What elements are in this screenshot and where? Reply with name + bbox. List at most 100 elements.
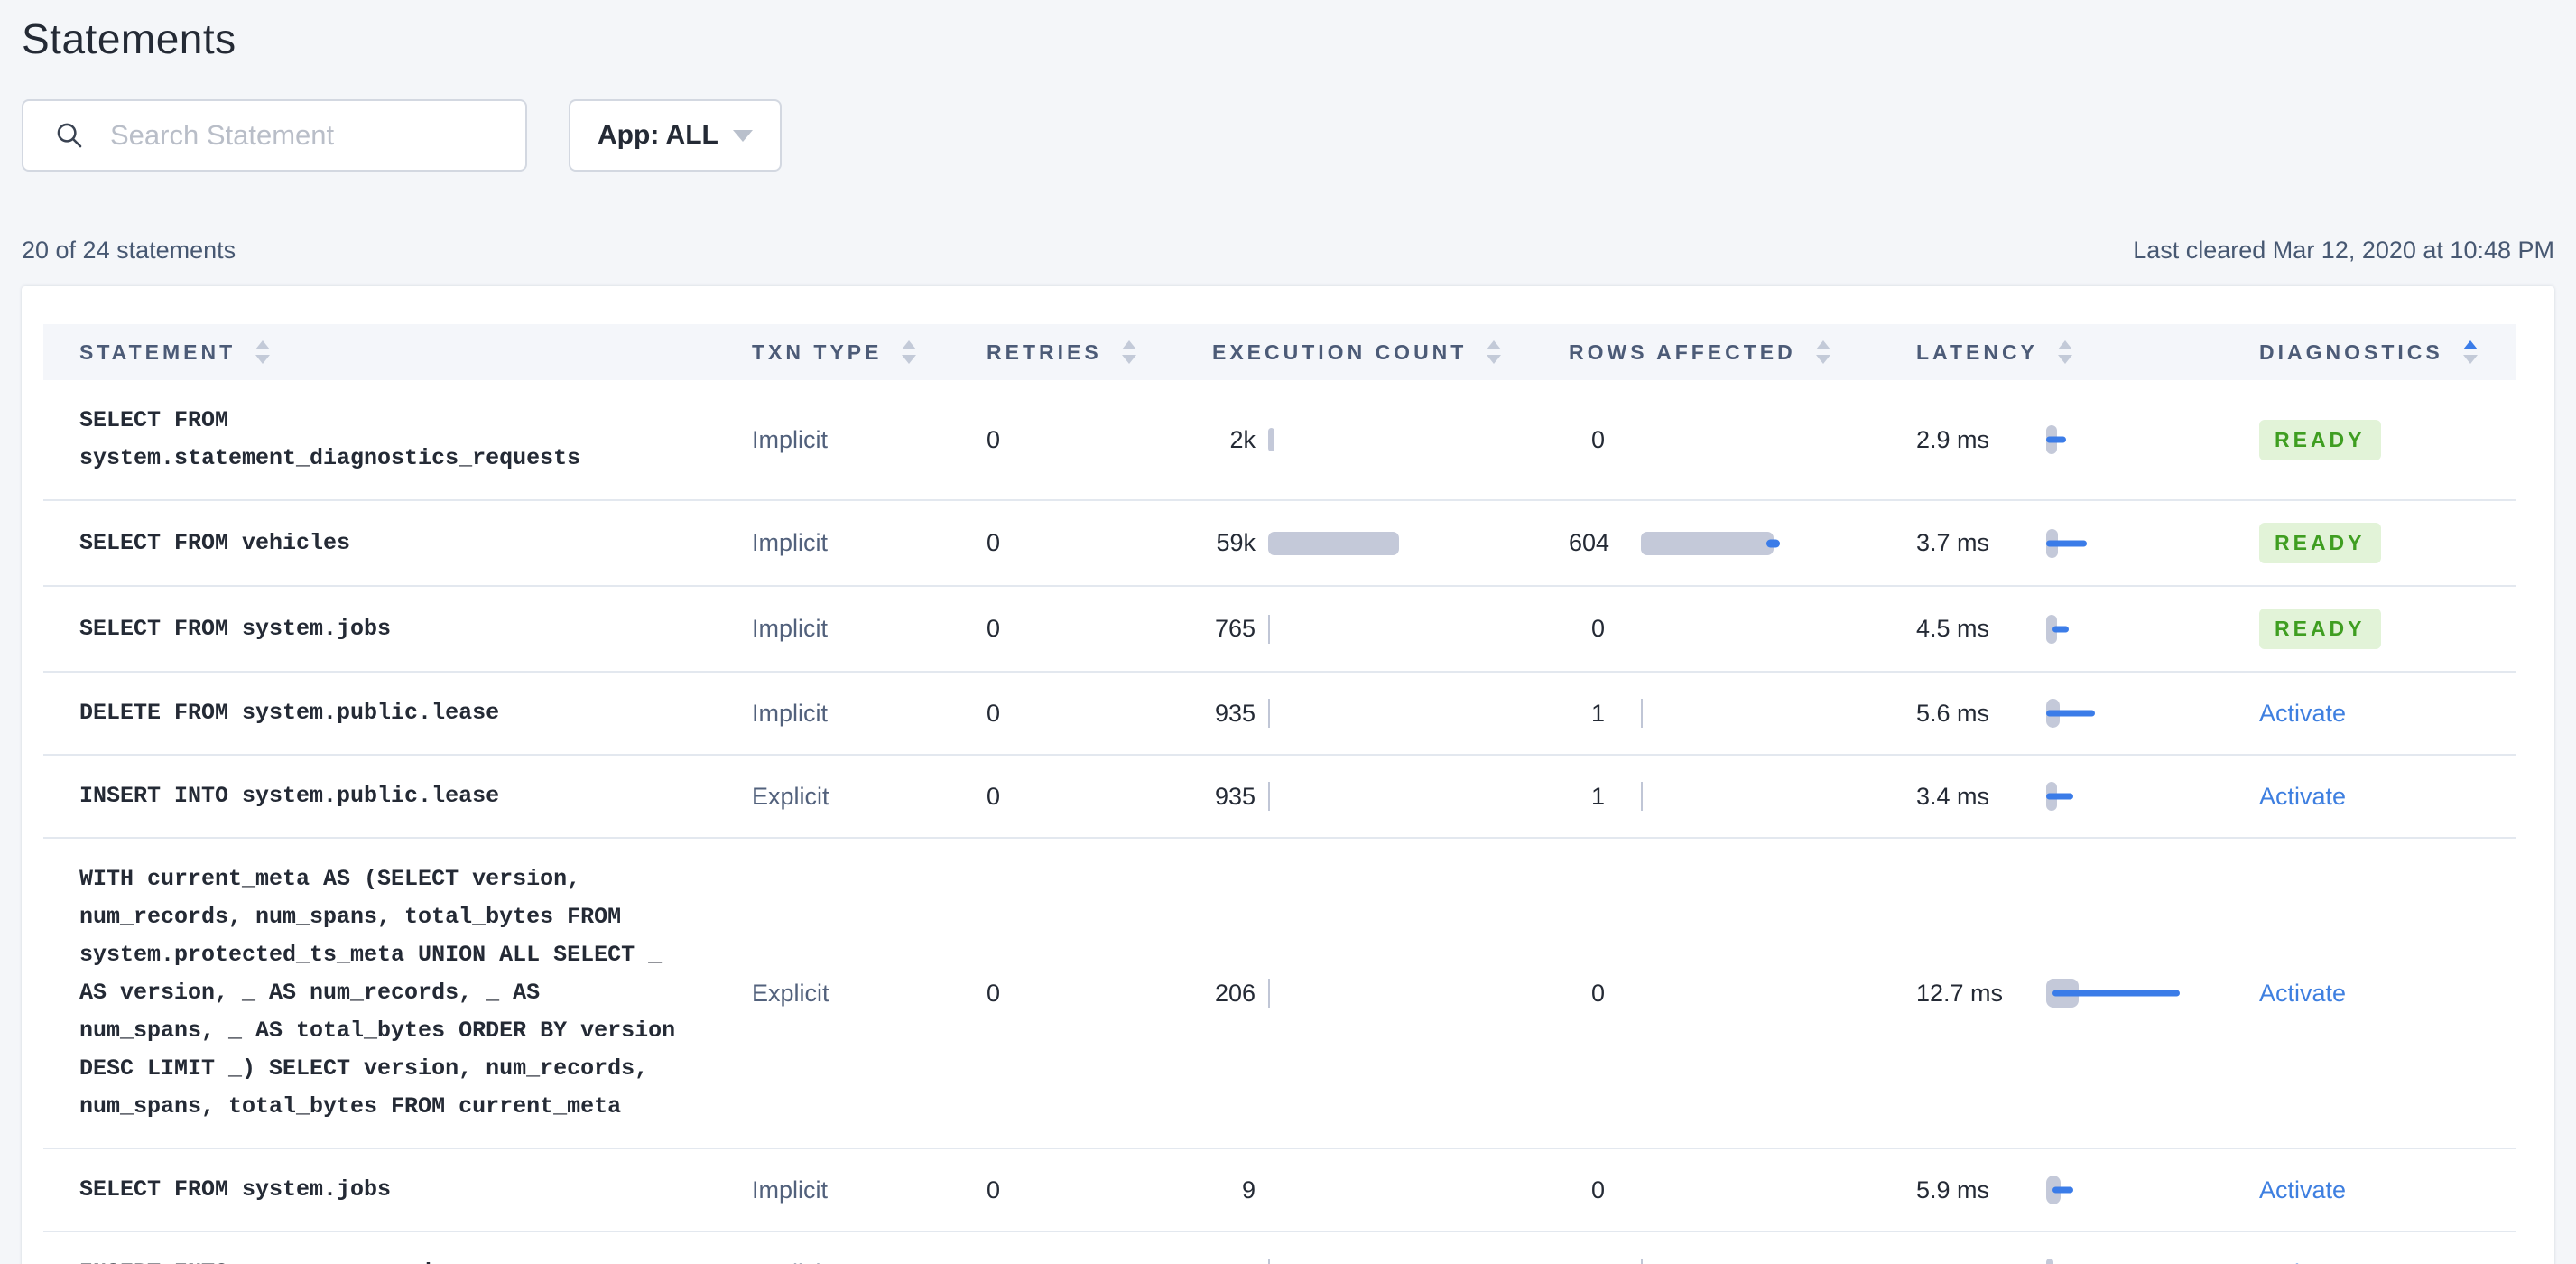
app-filter-dropdown[interactable]: App: ALL xyxy=(569,99,782,172)
statement-text[interactable]: WITH current_meta AS (SELECT version, nu… xyxy=(79,866,676,1120)
rows-affected-cell: 0 xyxy=(1533,403,1880,477)
diagnostics-ready-badge[interactable]: READY xyxy=(2259,419,2381,460)
rows-affected-value: 1 xyxy=(1590,782,1605,810)
txn-type-cell: Implicit xyxy=(752,615,829,642)
diagnostics-cell: Activate xyxy=(2223,761,2516,832)
txn-type-cell: Implicit xyxy=(752,1176,829,1204)
diagnostics-activate-link[interactable]: Activate xyxy=(2259,1176,2347,1204)
search-input[interactable] xyxy=(110,119,507,152)
latency-bar-chart xyxy=(2046,781,2236,812)
statement-cell[interactable]: INSERT INTO system.public.lease xyxy=(43,756,716,837)
column-header-latency[interactable]: LATENCY xyxy=(1880,340,2223,365)
table-row: SELECT FROM system.statement_diagnostics… xyxy=(43,380,2516,501)
statement-text[interactable]: SELECT FROM system.jobs xyxy=(79,1176,392,1203)
rows-affected-cell: 0 xyxy=(1533,1153,1880,1227)
column-header-execution-count[interactable]: EXECUTION COUNT xyxy=(1176,340,1533,365)
execution-count-cell: 9 xyxy=(1176,1153,1533,1227)
statement-cell[interactable]: WITH current_meta AS (SELECT version, nu… xyxy=(43,839,716,1148)
value-bar xyxy=(1641,698,1643,729)
statement-cell[interactable]: SELECT FROM system.jobs xyxy=(43,1149,716,1231)
sort-asc-icon xyxy=(1121,340,1136,349)
latency-bar xyxy=(2046,978,2236,1008)
statement-cell[interactable]: DELETE FROM system.public.lease xyxy=(43,673,716,754)
statement-text[interactable]: INSERT INTO user_promo_codes xyxy=(79,1259,459,1264)
bar-gray xyxy=(1268,699,1270,728)
rows-affected-value: 0 xyxy=(1590,979,1605,1007)
statement-text[interactable]: SELECT FROM vehicles xyxy=(79,529,351,556)
column-header-statement[interactable]: STATEMENT xyxy=(43,340,716,365)
latency-value: 3.7 ms xyxy=(1916,529,1990,556)
rows-affected-value: 1 xyxy=(1569,1259,1605,1264)
latency-bar-chart xyxy=(2046,614,2236,645)
diagnostics-activate-link[interactable]: Activate xyxy=(2259,1259,2346,1264)
diagnostics-cell: READY xyxy=(2223,501,2516,585)
search-box[interactable] xyxy=(22,99,527,172)
bar-gray xyxy=(1268,979,1270,1008)
sort-arrows-icon xyxy=(1121,340,1136,364)
sort-desc-icon xyxy=(2462,355,2478,364)
value-bar xyxy=(1641,1258,1643,1264)
value-bar xyxy=(1268,424,1274,455)
latency-value: 1.4 ms xyxy=(1916,1259,1989,1264)
page-title: Statements xyxy=(22,15,236,62)
latency-mean-bar xyxy=(2052,1186,2073,1194)
execution-count-cell: 285 xyxy=(1176,1236,1533,1264)
latency-bar xyxy=(2046,424,2236,455)
diagnostics-activate-link[interactable]: Activate xyxy=(2259,979,2347,1007)
execution-count-value: 935 xyxy=(1214,699,1256,727)
latency-value: 2.9 ms xyxy=(1916,425,1990,453)
txn-type-cell: Explicit xyxy=(752,782,829,810)
diagnostics-ready-badge[interactable]: READY xyxy=(2259,609,2381,649)
statement-text[interactable]: SELECT FROM system.statement_diagnostics… xyxy=(79,407,581,471)
diagnostics-ready-badge[interactable]: READY xyxy=(2259,523,2381,563)
rows-affected-cell: 604 xyxy=(1533,507,1880,581)
stddev-dot-icon xyxy=(1766,539,1780,547)
column-header-retries[interactable]: RETRIES xyxy=(950,340,1176,365)
bar-gray xyxy=(1641,782,1643,811)
column-header-diagnostics[interactable]: DIAGNOSTICS xyxy=(2223,340,2516,365)
value-bar xyxy=(1268,781,1270,812)
sort-desc-icon xyxy=(1121,355,1136,364)
table-row: SELECT FROM system.jobs Implicit 0 765 0 4.5 … xyxy=(43,587,2516,673)
execution-count-cell: 765 xyxy=(1176,592,1533,666)
last-cleared-label: Last cleared Mar 12, 2020 at 10:48 PM xyxy=(2133,237,2554,264)
execution-count-cell: 935 xyxy=(1176,676,1533,750)
statement-text[interactable]: INSERT INTO system.public.lease xyxy=(79,783,500,809)
diagnostics-cell: Activate xyxy=(2223,1155,2516,1226)
latency-cell: 3.4 ms xyxy=(1880,759,2223,833)
statement-cell[interactable]: INSERT INTO user_promo_codes xyxy=(43,1232,716,1264)
column-header-label: STATEMENT xyxy=(79,339,236,364)
app-filter-label: App: ALL xyxy=(598,120,718,150)
statement-cell[interactable]: SELECT FROM vehicles xyxy=(43,503,716,584)
diagnostics-activate-link[interactable]: Activate xyxy=(2259,782,2347,810)
latency-mean-bar xyxy=(2046,436,2066,443)
retries-cell: 0 xyxy=(950,1238,1176,1264)
statement-cell[interactable]: SELECT FROM system.statement_diagnostics… xyxy=(43,380,716,499)
column-header-rows-affected[interactable]: ROWS AFFECTED xyxy=(1533,340,1880,365)
retries-cell: 0 xyxy=(987,615,1001,642)
sort-arrows-icon xyxy=(2462,340,2478,364)
latency-cell: 3.7 ms xyxy=(1880,507,2223,581)
sort-desc-icon xyxy=(2057,355,2072,364)
diagnostics-activate-link[interactable]: Activate xyxy=(2259,699,2347,727)
sort-asc-icon xyxy=(1815,340,1830,349)
table-row: DELETE FROM system.public.lease Implicit 0… xyxy=(43,673,2516,756)
statement-text[interactable]: DELETE FROM system.public.lease xyxy=(79,700,500,726)
bar-gray xyxy=(1268,1259,1270,1264)
latency-bar-chart xyxy=(2046,1258,2236,1264)
statement-cell[interactable]: SELECT FROM system.jobs xyxy=(43,589,716,670)
rows-affected-value: 0 xyxy=(1590,425,1605,453)
sort-desc-icon xyxy=(255,355,271,364)
latency-value: 4.5 ms xyxy=(1916,615,1990,642)
latency-bar xyxy=(2046,528,2236,559)
chevron-down-icon xyxy=(732,129,753,142)
value-bar xyxy=(1268,614,1270,645)
latency-bar xyxy=(2046,698,2236,729)
latency-cell: 4.5 ms xyxy=(1880,592,2223,666)
table-row: WITH current_meta AS (SELECT version, nu… xyxy=(43,839,2516,1149)
statement-text[interactable]: SELECT FROM system.jobs xyxy=(79,615,392,642)
latency-mean-bar xyxy=(2052,990,2180,997)
column-header-txn-type[interactable]: TXN TYPE xyxy=(716,340,950,365)
retries-cell: 0 xyxy=(987,1176,1001,1204)
bar-gray xyxy=(1268,531,1399,555)
